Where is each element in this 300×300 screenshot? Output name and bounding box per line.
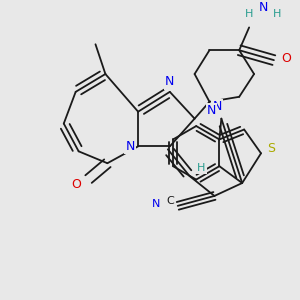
Text: S: S	[267, 142, 275, 155]
Text: O: O	[281, 52, 291, 65]
Text: H: H	[245, 9, 253, 19]
Text: O: O	[72, 178, 82, 190]
Text: N: N	[165, 75, 175, 88]
Text: N: N	[258, 1, 268, 14]
Text: N: N	[207, 104, 216, 117]
Text: C: C	[166, 196, 174, 206]
Text: N: N	[213, 100, 222, 113]
Text: H: H	[197, 163, 206, 173]
Text: N: N	[125, 140, 135, 153]
Text: H: H	[273, 9, 281, 19]
Text: N: N	[152, 199, 160, 209]
